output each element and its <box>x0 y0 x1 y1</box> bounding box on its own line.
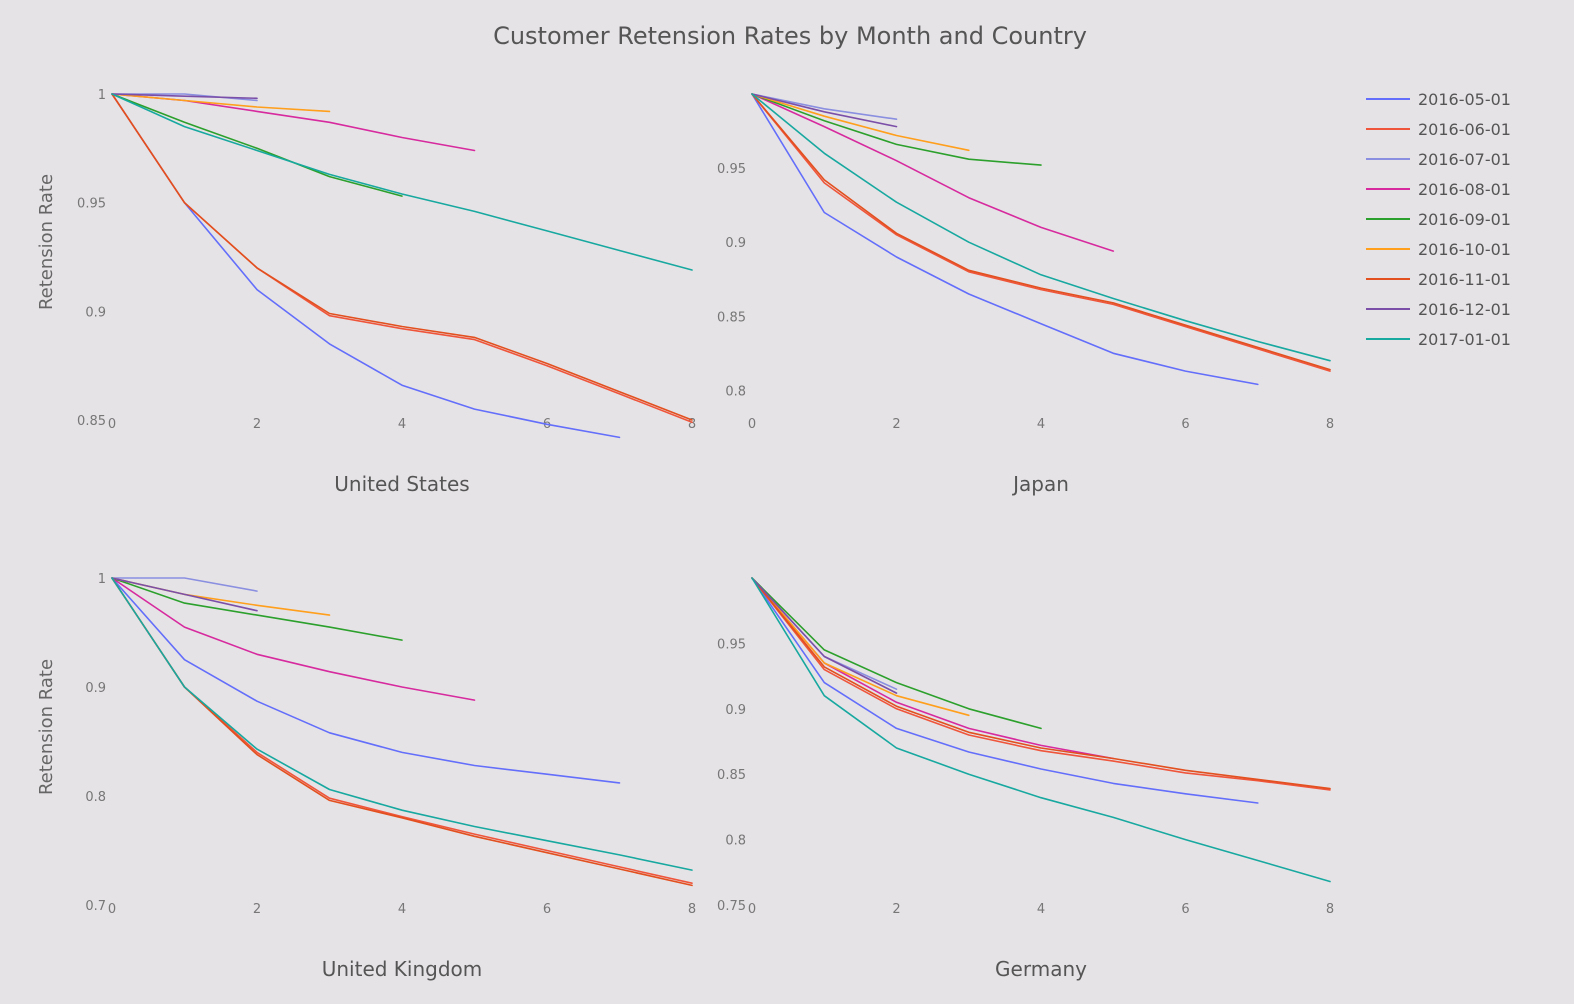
series-line-2016-11-01 <box>751 577 1331 790</box>
series-line-2017-01-01 <box>111 93 693 271</box>
series-line-2016-07-01 <box>751 93 898 120</box>
series-line-2016-12-01 <box>111 93 258 100</box>
y-tick-label: 0.9 <box>85 681 106 696</box>
panel-subtitle: Germany <box>995 957 1087 981</box>
series-line-2016-05-01 <box>751 577 1259 804</box>
x-tick-label: 4 <box>1037 902 1045 917</box>
y-tick-label: 0.85 <box>717 768 746 783</box>
x-tick-label: 2 <box>253 417 261 432</box>
series-line-2016-08-01 <box>751 93 1115 252</box>
x-tick-label: 6 <box>1181 417 1189 432</box>
x-tick-label: 8 <box>1326 417 1334 432</box>
series-line-2016-10-01 <box>751 577 970 717</box>
series-line-2016-09-01 <box>751 93 1042 166</box>
series-line-2016-10-01 <box>111 93 331 113</box>
x-tick-label: 0 <box>108 417 116 432</box>
y-tick-label: 0.95 <box>717 637 746 652</box>
y-tick-label: 1 <box>98 88 106 103</box>
y-tick-label: 0.8 <box>725 384 746 399</box>
legend-entry: 2016-06-01 <box>1418 120 1511 139</box>
series-line-2016-11-01 <box>111 577 693 887</box>
y-tick-label: 0.8 <box>725 834 746 849</box>
series-line-2016-08-01 <box>111 577 476 701</box>
series-line-2016-09-01 <box>111 93 403 197</box>
legend-entry: 2016-12-01 <box>1418 300 1511 319</box>
series-line-2016-06-01 <box>111 577 693 885</box>
series-line-2016-07-01 <box>111 577 258 592</box>
y-tick-label: 0.7 <box>85 899 106 914</box>
legend-entry: 2016-09-01 <box>1418 210 1511 229</box>
x-tick-label: 8 <box>1326 902 1334 917</box>
y-tick-label: 0.95 <box>717 162 746 177</box>
legend-entry: 2016-10-01 <box>1418 240 1511 259</box>
y-tick-label: 0.75 <box>717 899 746 914</box>
series-line-2016-12-01 <box>751 577 898 694</box>
x-tick-label: 4 <box>398 417 406 432</box>
legend: 2016-05-01 2016-06-01 2016-07-01 2016-08-01… <box>1366 90 1511 349</box>
y-tick-label: 0.9 <box>725 236 746 251</box>
y-tick-label: 0.85 <box>717 310 746 325</box>
series-line-2016-09-01 <box>751 577 1042 730</box>
series-line-2016-11-01 <box>751 93 1331 371</box>
y-tick-label: 0.9 <box>85 305 106 320</box>
series-line-2016-09-01 <box>111 577 403 641</box>
panel-germany: Germany 0 2 4 6 8 0.95 0.9 0.85 0.8 0.75 <box>717 577 1334 981</box>
legend-entry: 2017-01-01 <box>1418 330 1511 349</box>
y-axis-label-top: Retension Rate <box>36 174 57 310</box>
series-line-2017-01-01 <box>751 93 1331 362</box>
series-line-2016-12-01 <box>751 93 898 128</box>
series-line-2016-08-01 <box>751 577 1115 760</box>
series-line-2017-01-01 <box>111 577 693 871</box>
panel-subtitle: United States <box>334 472 469 496</box>
legend-entry: 2016-11-01 <box>1418 270 1511 289</box>
panel-japan: Japan 0 2 4 6 8 0.95 0.9 0.85 0.8 <box>717 93 1334 496</box>
x-tick-label: 0 <box>748 902 756 917</box>
series-line-2016-05-01 <box>111 577 621 784</box>
chart-title: Customer Retension Rates by Month and Co… <box>493 22 1087 50</box>
panel-united-kingdom: United Kingdom 0 2 4 6 8 1 0.9 0.8 0.7 <box>85 572 696 981</box>
series-line-2016-06-01 <box>751 577 1331 791</box>
series-line-2016-05-01 <box>751 93 1259 386</box>
x-tick-label: 8 <box>688 417 696 432</box>
y-tick-label: 0.9 <box>725 703 746 718</box>
panel-subtitle: Japan <box>1011 472 1069 496</box>
series-line-2016-06-01 <box>751 93 1331 372</box>
series-line-2017-01-01 <box>751 577 1331 883</box>
legend-entry: 2016-07-01 <box>1418 150 1511 169</box>
y-tick-label: 0.8 <box>85 790 106 805</box>
x-tick-label: 0 <box>108 902 116 917</box>
x-tick-label: 4 <box>398 902 406 917</box>
x-tick-label: 2 <box>892 417 900 432</box>
x-tick-label: 6 <box>1181 902 1189 917</box>
series-line-2016-08-01 <box>111 93 476 152</box>
x-tick-label: 0 <box>748 417 756 432</box>
legend-entry: 2016-08-01 <box>1418 180 1511 199</box>
x-tick-label: 2 <box>253 902 261 917</box>
y-axis-label-bottom: Retension Rate <box>36 659 57 795</box>
y-tick-label: 0.95 <box>77 197 106 212</box>
series-line-2016-11-01 <box>111 93 693 421</box>
x-tick-label: 2 <box>892 902 900 917</box>
series-line-2016-12-01 <box>111 577 258 612</box>
panels-layer: United States 0 2 4 6 8 1 0.95 0.9 0.85 Japan 0 2 4 6 8… <box>77 88 1334 981</box>
x-tick-label: 8 <box>688 902 696 917</box>
series-line-2016-05-01 <box>111 93 621 439</box>
panel-subtitle: United Kingdom <box>322 957 483 981</box>
series-line-2016-10-01 <box>751 93 970 152</box>
x-tick-label: 4 <box>1037 417 1045 432</box>
legend-entry: 2016-05-01 <box>1418 90 1511 109</box>
y-tick-label: 1 <box>98 572 106 587</box>
x-tick-label: 6 <box>543 902 551 917</box>
series-line-2016-06-01 <box>111 93 693 424</box>
y-tick-label: 0.85 <box>77 414 106 429</box>
